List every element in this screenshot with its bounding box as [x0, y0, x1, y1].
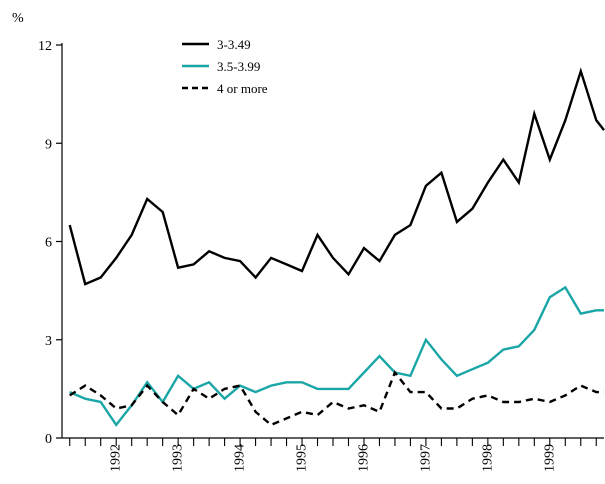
x-tick-label: 1996 [356, 444, 371, 472]
legend-label: 3.5-3.99 [217, 59, 260, 74]
series-line-1 [68, 67, 605, 286]
series-line-3 [69, 370, 604, 427]
legend: 3-3.49 3.5-3.99 4 or more [182, 37, 268, 96]
x-tick-label: 1997 [418, 444, 433, 472]
y-axis: 0 3 6 9 12 [38, 39, 63, 447]
x-tick-label: 1994 [233, 444, 248, 472]
series-line-2 [69, 285, 604, 427]
y-tick-label: 6 [45, 236, 52, 251]
legend-label: 4 or more [217, 81, 268, 96]
y-tick-label: 9 [45, 137, 52, 152]
x-tick-label: 1999 [542, 444, 557, 472]
x-axis: 199219931994199519961997199819992000 [62, 437, 605, 472]
y-tick-label: 3 [45, 334, 52, 349]
x-tick-label: 1993 [171, 444, 186, 472]
x-tick-label: 1998 [480, 444, 495, 472]
y-unit-label: % [12, 11, 24, 26]
y-tick-label: 0 [45, 432, 52, 447]
legend-label: 3-3.49 [217, 37, 251, 52]
x-tick-label: 1992 [109, 444, 124, 472]
x-tick-label: 1995 [295, 444, 310, 472]
y-tick-label: 12 [38, 39, 52, 54]
series-lines [68, 67, 605, 427]
